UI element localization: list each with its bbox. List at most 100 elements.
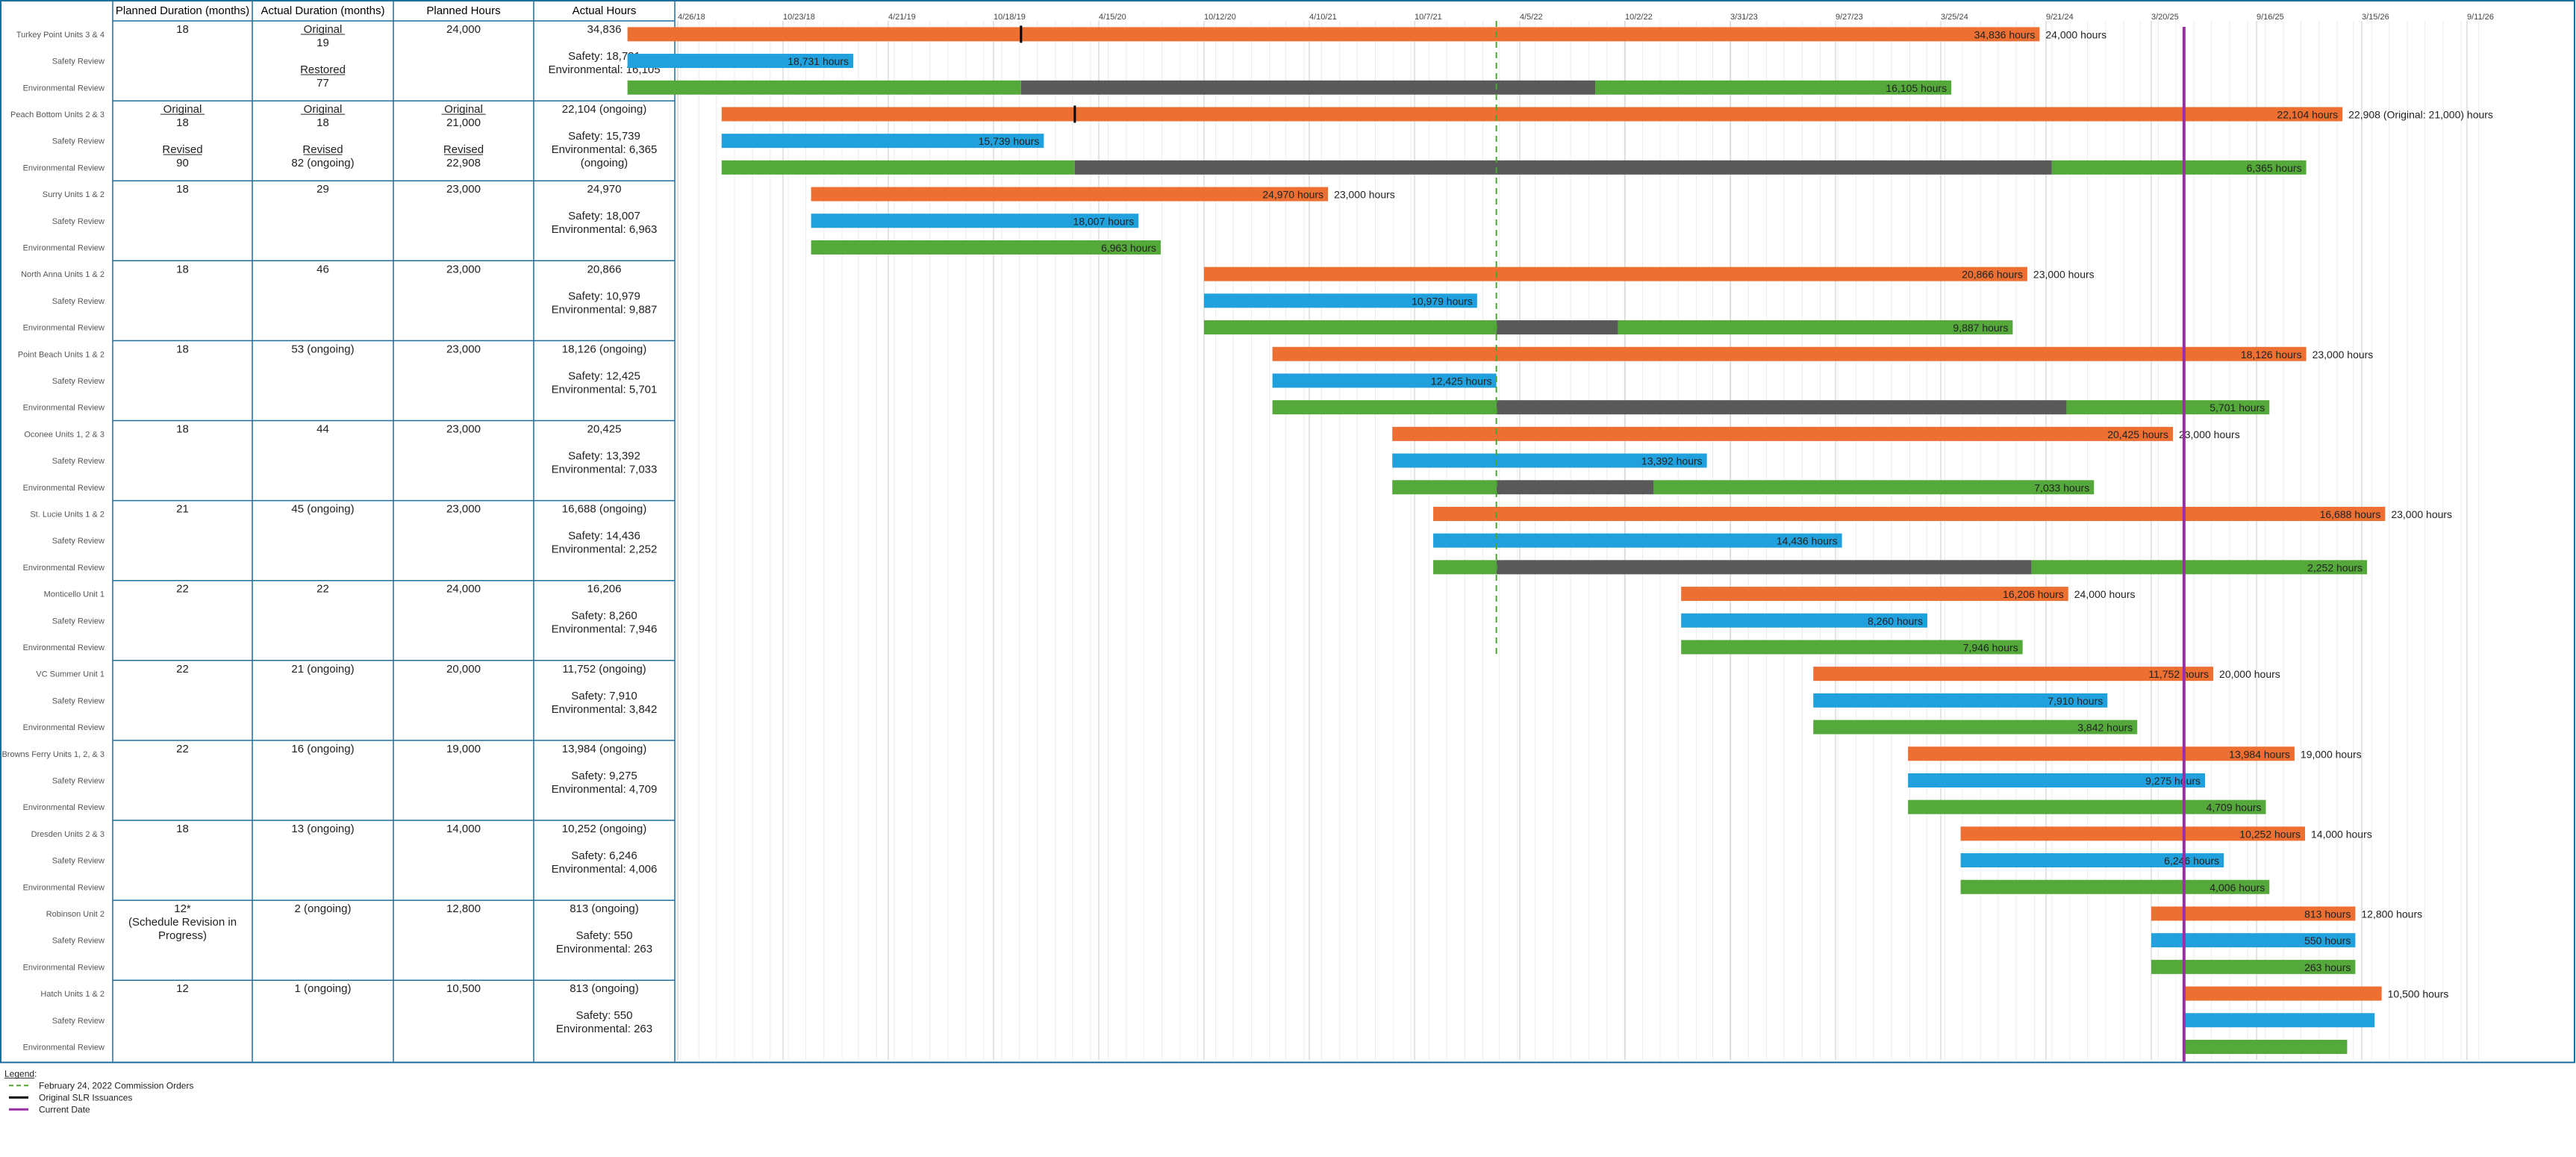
row-label: North Anna Units 1 & 2 xyxy=(21,270,105,279)
row-label: Dresden Units 2 & 3 xyxy=(31,830,105,839)
environmental-hours-label: 4,006 hours xyxy=(2209,882,2265,894)
table-cell-text: 18,126 (ongoing) xyxy=(562,343,646,355)
table-cell-text: 12* xyxy=(174,902,191,915)
planned-hours-label: 14,000 hours xyxy=(2311,828,2372,840)
safety-review-bar xyxy=(2184,1013,2374,1027)
table-cell-text: 24,000 xyxy=(446,23,481,36)
table-cell-text: Safety: 13,392 xyxy=(568,450,640,463)
column-header: Planned Duration (months) xyxy=(116,4,249,17)
table-cell-text: 77 xyxy=(316,77,329,90)
total-hours-bar xyxy=(1204,267,2027,281)
table-cell-text: 22,104 (ongoing) xyxy=(562,103,646,116)
table-cell-text: 20,425 xyxy=(587,423,622,436)
environmental-hours-label: 9,887 hours xyxy=(1953,322,2008,334)
safety-hours-label: 7,910 hours xyxy=(2048,695,2103,707)
row-label: Environmental Review xyxy=(23,404,105,413)
row-label: Hatch Units 1 & 2 xyxy=(40,990,105,999)
environmental-review-pause-bar xyxy=(1497,480,1654,494)
table-cell-text: 18 xyxy=(176,343,189,355)
table-cell-text: 18 xyxy=(176,423,189,436)
row-label: Robinson Unit 2 xyxy=(46,910,105,919)
legend-label: Current Date xyxy=(39,1104,90,1114)
table-cell-text: Environmental: 263 xyxy=(556,1023,652,1035)
x-tick-label: 4/15/20 xyxy=(1099,13,1126,22)
environmental-review-pause-bar xyxy=(1497,320,1618,334)
table-cell-text: Environmental: 3,842 xyxy=(552,703,658,716)
row-label: Environmental Review xyxy=(23,1043,105,1052)
environmental-hours-label: 6,365 hours xyxy=(2247,162,2302,174)
table-cell-text: 24,000 xyxy=(446,583,481,596)
table-cell-text: Original xyxy=(444,103,483,116)
safety-hours-label: 8,260 hours xyxy=(1868,615,1923,627)
table-cell-text: Safety: 18,007 xyxy=(568,210,640,222)
total-hours-bar xyxy=(1273,347,2307,361)
table-cell-text: 21 (ongoing) xyxy=(291,663,354,676)
row-label: Environmental Review xyxy=(23,243,105,252)
environmental-hours-label: 6,963 hours xyxy=(1101,242,1156,254)
table-cell-text: Safety: 6,246 xyxy=(571,849,637,862)
table-cell-text: 13,984 (ongoing) xyxy=(562,743,646,755)
row-label: Oconee Units 1, 2 & 3 xyxy=(24,430,105,439)
total-hours-bar xyxy=(1433,507,2385,521)
safety-hours-label: 14,436 hours xyxy=(1777,535,1838,547)
table-cell-text: 22 xyxy=(316,583,329,596)
table-cell-text: 53 (ongoing) xyxy=(291,343,354,355)
x-tick-label: 3/15/26 xyxy=(2362,13,2389,22)
table-cell-text: 22 xyxy=(176,743,189,755)
table-frame xyxy=(1,1,2575,1062)
safety-hours-label: 6,246 hours xyxy=(2164,855,2219,867)
table-cell-text: 90 xyxy=(176,157,189,169)
total-hours-label: 24,970 hours xyxy=(1262,189,1323,201)
row-label: Safety Review xyxy=(52,1017,105,1026)
table-cell-text: Environmental: 2,252 xyxy=(552,543,658,556)
table-cell-text: 813 (ongoing) xyxy=(570,982,639,995)
table-cell-text: Environmental: 7,946 xyxy=(552,623,658,636)
safety-hours-label: 15,739 hours xyxy=(979,135,1040,147)
total-hours-bar xyxy=(1392,427,2173,441)
table-cell-text: 20,866 xyxy=(587,263,622,275)
row-label: Point Beach Units 1 & 2 xyxy=(18,350,105,359)
table-cell-text: 45 (ongoing) xyxy=(291,503,354,516)
row-label: Environmental Review xyxy=(23,883,105,892)
planned-hours-label: 24,000 hours xyxy=(2074,588,2136,600)
table-cell-text: 23,000 xyxy=(446,423,481,436)
table-cell-text: 19 xyxy=(316,37,329,49)
row-label: Safety Review xyxy=(52,217,105,226)
table-cell-text: 13 (ongoing) xyxy=(291,823,354,835)
x-tick-label: 4/26/18 xyxy=(678,13,705,22)
table-cell-text: Safety: 12,425 xyxy=(568,369,640,382)
table-cell-text: 18 xyxy=(176,116,189,129)
row-label: Environmental Review xyxy=(23,84,105,93)
table-cell-text: Safety: 7,910 xyxy=(571,690,637,702)
row-label: Safety Review xyxy=(52,617,105,626)
column-header: Actual Duration (months) xyxy=(261,4,385,17)
safety-hours-label: 9,275 hours xyxy=(2145,775,2201,787)
total-hours-bar xyxy=(628,27,2040,41)
table-cell-text: Environmental: 263 xyxy=(556,943,652,955)
safety-hours-label: 18,007 hours xyxy=(1073,215,1135,227)
table-cell-text: Environmental: 9,887 xyxy=(552,303,658,316)
row-label: Environmental Review xyxy=(23,324,105,333)
x-tick-label: 4/21/19 xyxy=(888,13,916,22)
table-cell-text: 14,000 xyxy=(446,823,481,835)
table-cell-text: (ongoing) xyxy=(581,157,628,169)
table-cell-text: Progress) xyxy=(158,929,207,942)
table-cell-text: 24,970 xyxy=(587,183,622,196)
table-cell-text: Restored xyxy=(300,63,346,76)
environmental-hours-label: 2,252 hours xyxy=(2307,561,2363,573)
x-tick-label: 10/2/22 xyxy=(1625,13,1653,22)
x-tick-label: 3/25/24 xyxy=(1941,13,1968,22)
planned-hours-label: 23,000 hours xyxy=(2313,349,2374,361)
table-cell-text: 12,800 xyxy=(446,902,481,915)
environmental-hours-label: 3,842 hours xyxy=(2077,722,2133,734)
x-tick-label: 10/12/20 xyxy=(1204,13,1236,22)
table-cell-text: 813 (ongoing) xyxy=(570,902,639,915)
total-hours-bar xyxy=(811,187,1328,202)
row-label: Safety Review xyxy=(52,776,105,785)
row-label: Environmental Review xyxy=(23,564,105,573)
table-cell-text: Safety: 14,436 xyxy=(568,530,640,543)
x-tick-label: 9/27/23 xyxy=(1836,13,1863,22)
row-label: Safety Review xyxy=(52,537,105,546)
table-cell-text: 82 (ongoing) xyxy=(291,157,354,169)
